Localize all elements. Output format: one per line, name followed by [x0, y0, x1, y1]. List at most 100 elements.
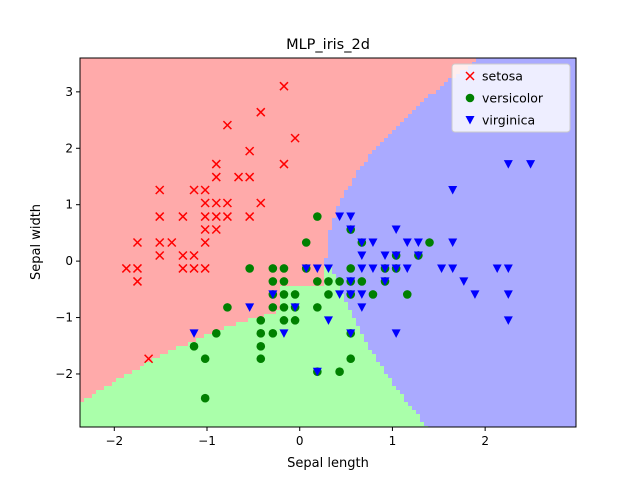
point-setosa — [245, 172, 255, 182]
region-versicolor — [84, 398, 404, 402]
region-virginica — [348, 302, 576, 306]
region-virginica — [404, 398, 576, 402]
legend-item-virginica: virginica — [465, 113, 535, 128]
region-setosa — [80, 278, 324, 282]
region-setosa — [80, 382, 112, 386]
point-setosa — [167, 237, 177, 248]
region-virginica — [348, 306, 576, 310]
point-versicolor — [189, 342, 199, 351]
region-virginica — [396, 386, 576, 390]
region-virginica — [392, 378, 576, 382]
point-virginica — [391, 264, 401, 273]
region-virginica — [384, 366, 576, 370]
region-setosa — [80, 178, 352, 182]
point-virginica — [357, 303, 367, 312]
point-virginica — [335, 212, 345, 222]
region-virginica — [368, 342, 576, 346]
region-virginica — [364, 162, 576, 166]
point-setosa — [155, 185, 165, 195]
point-versicolor — [346, 264, 356, 273]
y-axis-ticks: −2 −1 0 1 2 3 — [55, 85, 80, 381]
region-virginica — [364, 334, 576, 338]
x-tick-label: −1 — [198, 434, 216, 448]
point-setosa — [256, 107, 266, 117]
region-virginica — [332, 222, 576, 226]
y-tick-label: −1 — [55, 311, 73, 325]
region-setosa — [80, 258, 324, 262]
region-setosa — [80, 330, 216, 334]
point-setosa — [200, 263, 210, 273]
point-versicolor — [324, 277, 333, 286]
point-versicolor — [290, 316, 300, 325]
legend-item-versicolor: versicolor — [465, 91, 544, 106]
region-versicolor — [80, 414, 420, 418]
region-setosa — [80, 218, 332, 222]
region-virginica — [340, 286, 576, 290]
region-virginica — [344, 190, 576, 194]
point-versicolor — [223, 303, 232, 312]
point-versicolor — [256, 354, 266, 364]
region-versicolor — [248, 318, 356, 322]
region-setosa — [80, 94, 428, 98]
region-virginica — [376, 146, 576, 150]
point-virginica — [323, 264, 333, 273]
region-versicolor — [96, 390, 400, 394]
region-virginica — [380, 142, 576, 146]
point-versicolor — [268, 303, 278, 312]
legend-label: versicolor — [482, 91, 544, 106]
point-virginica — [357, 264, 367, 273]
region-virginica — [348, 186, 576, 190]
point-virginica — [346, 225, 356, 235]
region-versicolor — [324, 274, 336, 278]
region-virginica — [420, 418, 576, 422]
region-versicolor — [280, 290, 340, 294]
legend-label: virginica — [482, 113, 535, 128]
legend-label: setosa — [482, 69, 523, 84]
region-setosa — [80, 294, 280, 298]
x-tick-label: 0 — [296, 434, 304, 448]
region-virginica — [352, 178, 576, 182]
point-versicolor — [357, 277, 367, 286]
point-virginica — [368, 238, 378, 247]
region-versicolor — [276, 310, 352, 314]
region-setosa — [80, 150, 372, 154]
region-setosa — [80, 110, 412, 114]
region-virginica — [368, 158, 576, 162]
point-versicolor — [245, 264, 254, 273]
point-virginica — [357, 238, 367, 247]
region-setosa — [80, 310, 276, 314]
point-setosa — [200, 212, 210, 222]
region-virginica — [412, 406, 576, 410]
point-setosa — [256, 198, 266, 208]
region-virginica — [360, 330, 576, 334]
region-setosa — [80, 358, 152, 362]
region-virginica — [372, 150, 576, 154]
region-virginica — [408, 402, 576, 406]
region-setosa — [80, 70, 460, 74]
region-setosa — [80, 66, 468, 70]
region-virginica — [388, 134, 576, 138]
region-setosa — [80, 298, 280, 302]
point-setosa — [132, 263, 143, 273]
region-virginica — [368, 154, 576, 158]
plot-frame — [79, 57, 577, 428]
region-virginica — [476, 58, 576, 62]
x-axis-ticks: −2 −1 0 1 2 — [105, 427, 489, 448]
region-setosa — [80, 326, 224, 330]
region-setosa — [80, 182, 352, 186]
region-virginica — [328, 250, 576, 254]
region-setosa — [80, 114, 408, 118]
region-setosa — [80, 246, 328, 250]
point-virginica — [346, 290, 356, 299]
point-virginica — [335, 290, 345, 299]
point-virginica — [448, 186, 458, 195]
region-virginica — [332, 226, 576, 230]
point-setosa — [200, 224, 210, 235]
region-virginica — [372, 350, 576, 354]
point-versicolor — [211, 329, 221, 338]
region-virginica — [424, 422, 576, 426]
region-setosa — [80, 170, 356, 174]
point-setosa — [178, 212, 188, 222]
legend-item-setosa: setosa — [465, 69, 523, 84]
region-setosa — [80, 378, 116, 382]
